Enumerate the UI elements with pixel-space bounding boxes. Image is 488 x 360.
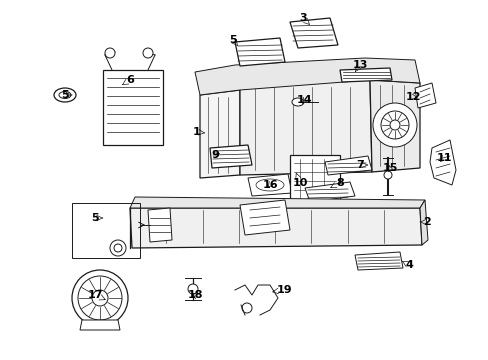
Polygon shape	[289, 18, 337, 48]
Polygon shape	[339, 68, 391, 82]
Polygon shape	[80, 320, 120, 330]
Polygon shape	[130, 208, 421, 248]
Text: 14: 14	[297, 95, 312, 105]
Circle shape	[110, 240, 126, 256]
Text: 18: 18	[187, 290, 203, 300]
Polygon shape	[200, 90, 240, 178]
Polygon shape	[325, 156, 371, 175]
Text: 10: 10	[292, 178, 307, 188]
Polygon shape	[369, 80, 419, 172]
Ellipse shape	[256, 179, 284, 191]
Polygon shape	[235, 38, 285, 66]
Text: 9: 9	[211, 150, 219, 160]
Circle shape	[372, 103, 416, 147]
Text: 7: 7	[355, 160, 363, 170]
Bar	[103, 70, 163, 145]
Text: 5: 5	[229, 35, 236, 45]
Text: 11: 11	[435, 153, 451, 163]
Polygon shape	[240, 200, 289, 235]
Circle shape	[78, 276, 122, 320]
Circle shape	[242, 303, 251, 313]
Text: 6: 6	[126, 75, 134, 85]
Ellipse shape	[54, 88, 76, 102]
Text: 2: 2	[422, 217, 430, 227]
Polygon shape	[354, 252, 402, 270]
Polygon shape	[209, 145, 251, 168]
Circle shape	[72, 270, 128, 326]
Circle shape	[92, 290, 108, 306]
Bar	[289, 155, 339, 210]
Ellipse shape	[291, 98, 304, 106]
Polygon shape	[130, 197, 424, 208]
Text: 16: 16	[262, 180, 277, 190]
Circle shape	[105, 48, 115, 58]
Polygon shape	[195, 58, 419, 95]
Circle shape	[389, 120, 399, 130]
Circle shape	[142, 48, 153, 58]
Ellipse shape	[59, 91, 71, 99]
Text: 8: 8	[335, 178, 343, 188]
Circle shape	[380, 111, 408, 139]
Text: 5: 5	[91, 213, 99, 223]
Text: 12: 12	[405, 92, 420, 102]
Text: 17: 17	[87, 290, 102, 300]
Polygon shape	[148, 208, 172, 242]
Polygon shape	[240, 80, 371, 175]
Polygon shape	[429, 140, 455, 185]
Polygon shape	[419, 200, 427, 245]
Text: 1: 1	[193, 127, 201, 137]
Text: 5: 5	[61, 90, 69, 100]
Circle shape	[114, 244, 122, 252]
Circle shape	[383, 171, 391, 179]
Text: 3: 3	[299, 13, 306, 23]
Text: 13: 13	[351, 60, 367, 70]
Polygon shape	[414, 83, 435, 108]
Circle shape	[187, 284, 198, 294]
Text: 4: 4	[404, 260, 412, 270]
Text: 19: 19	[277, 285, 292, 295]
Bar	[72, 203, 140, 258]
Text: 15: 15	[382, 163, 397, 173]
Polygon shape	[247, 174, 291, 196]
Polygon shape	[305, 182, 354, 202]
